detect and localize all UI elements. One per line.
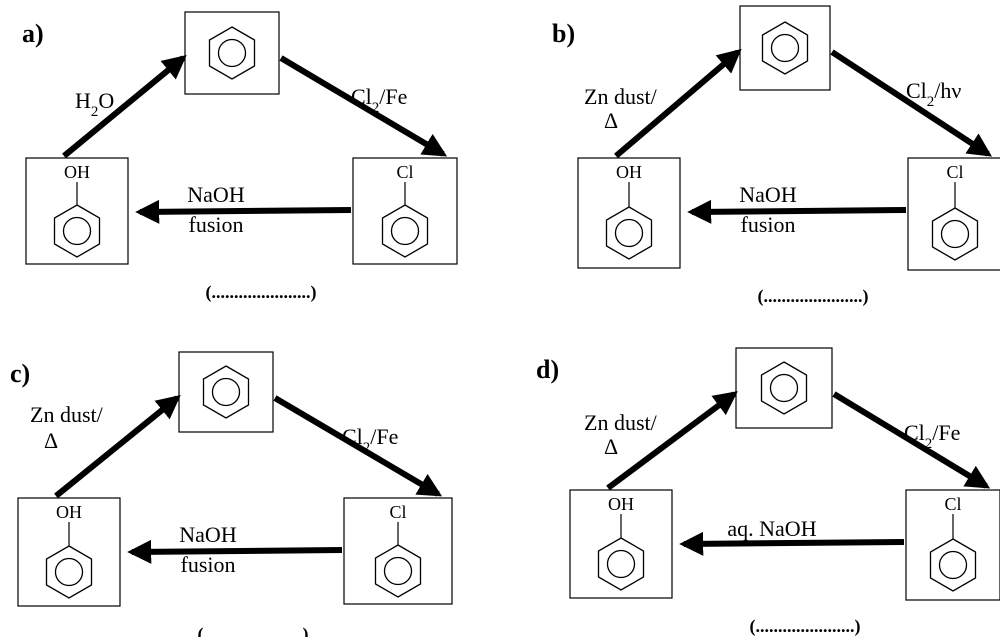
hydrolysis-arrow — [687, 199, 907, 224]
answer-blank: (......................) — [758, 286, 869, 307]
reaction-panel-a: a) OH Cl H2O Cl2/Fe NaOH fusion (..............… — [22, 11, 458, 303]
reduction-reagent-label: Zn dust/ — [30, 402, 104, 427]
hydroxyl-group-label: OH — [56, 502, 82, 522]
heat-symbol-label: Δ — [44, 428, 58, 453]
reduction-reagent-label: Zn dust/ — [584, 84, 658, 109]
benzene-box — [184, 11, 280, 95]
chlorobenzene-box — [905, 489, 1000, 601]
answer-blank: (......................) — [198, 624, 309, 637]
heat-symbol-label: Δ — [604, 434, 618, 459]
chlorination-reagent-label: Cl2/Fe — [904, 420, 960, 452]
chlorination-reagent-label: Cl2/hν — [906, 78, 961, 110]
option-label: b) — [552, 19, 575, 48]
chloro-group-label: Cl — [396, 162, 413, 182]
phenol-box — [25, 157, 129, 265]
chlorobenzene-box — [907, 157, 1000, 271]
chlorobenzene-ring-icon — [931, 207, 979, 261]
hydrolysis-condition-label: fusion — [189, 212, 244, 237]
chlorination-arrow — [830, 49, 993, 157]
reduction-arrow — [606, 391, 738, 491]
reaction-panel-d: d) OH Cl Zn dust/Δ Cl2/Fe aq. NaOH (..........… — [536, 347, 1000, 637]
benzene-ring-icon — [761, 21, 809, 75]
hydrolysis-arrow — [127, 539, 343, 564]
reduction-arrow — [54, 394, 181, 499]
benzene-ring-icon — [208, 26, 256, 80]
chlorobenzene-ring-icon — [929, 538, 977, 592]
benzene-ring-icon — [202, 365, 250, 419]
chlorobenzene-box — [352, 157, 458, 265]
hydroxyl-group-label: OH — [616, 162, 642, 182]
phenol-box — [569, 489, 673, 599]
phenol-box — [17, 497, 121, 607]
chlorination-reagent-label: Cl2/Fe — [351, 84, 407, 116]
benzene-box — [739, 5, 831, 91]
chlorobenzene-ring-icon — [374, 544, 422, 598]
reduction-arrow — [614, 48, 742, 159]
chlorobenzene-ring-icon — [381, 204, 429, 258]
benzene-box — [178, 351, 274, 433]
phenol-ring-icon — [597, 537, 645, 591]
benzene-box — [735, 347, 833, 429]
chlorination-arrow — [273, 395, 443, 497]
chlorination-arrow — [832, 391, 991, 489]
hydrolysis-reagent-label: NaOH — [179, 522, 237, 547]
answer-blank: (......................) — [206, 282, 317, 303]
reduction-arrow — [62, 54, 187, 159]
chlorination-reagent-label: Cl2/Fe — [342, 424, 398, 456]
reduction-reagent-label: Zn dust/ — [584, 410, 658, 435]
chloro-group-label: Cl — [944, 494, 961, 514]
phenol-ring-icon — [45, 545, 93, 599]
option-label: a) — [22, 19, 44, 48]
chlorination-arrow — [279, 55, 448, 157]
phenol-ring-icon — [53, 204, 101, 258]
benzene-ring-icon — [760, 361, 808, 415]
hydrolysis-condition-label: fusion — [181, 552, 236, 577]
hydrolysis-reagent-label: aq. NaOH — [727, 516, 816, 541]
option-label: d) — [536, 355, 559, 384]
chloro-group-label: Cl — [389, 502, 406, 522]
reduction-reagent-label: H2O — [75, 88, 114, 120]
hydrolysis-reagent-label: NaOH — [739, 182, 797, 207]
hydrolysis-arrow — [679, 531, 905, 556]
option-label: c) — [10, 359, 30, 388]
chlorobenzene-box — [343, 497, 453, 605]
hydrolysis-condition-label: fusion — [741, 212, 796, 237]
hydrolysis-arrow — [135, 199, 352, 224]
hydroxyl-group-label: OH — [64, 162, 90, 182]
answer-blank: (......................) — [750, 616, 861, 637]
reaction-panel-b: b) OH Cl Zn dust/Δ Cl2/hν NaOH fusion (........… — [552, 5, 1000, 307]
hydroxyl-group-label: OH — [608, 494, 634, 514]
heat-symbol-label: Δ — [604, 108, 618, 133]
hydrolysis-reagent-label: NaOH — [187, 182, 245, 207]
phenol-ring-icon — [605, 206, 653, 260]
phenol-box — [577, 157, 681, 269]
reaction-panel-c: c) OH Cl Zn dust/Δ Cl2/Fe NaOH fusion (........… — [10, 351, 453, 637]
chloro-group-label: Cl — [946, 162, 963, 182]
